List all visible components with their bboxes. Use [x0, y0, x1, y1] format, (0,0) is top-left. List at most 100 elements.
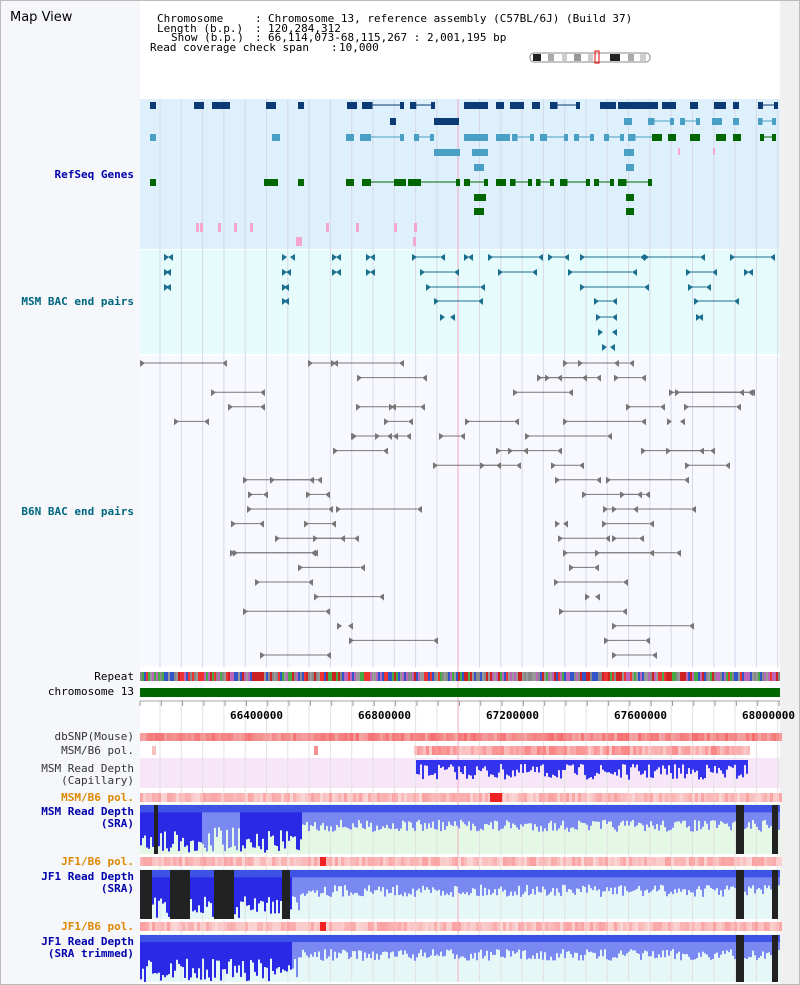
depth-bar: [326, 870, 328, 878]
pol-cell: [599, 922, 602, 931]
depth-bar: [456, 760, 458, 780]
pol-cell: [674, 857, 677, 866]
gene-exon: [410, 102, 417, 109]
dbsnp-cell: [311, 733, 314, 741]
track-label-msm-b6-pol-1[interactable]: MSM/B6 pol.: [61, 744, 134, 757]
track-label-dbsnp[interactable]: dbSNP(Mouse): [54, 730, 134, 743]
track-label-jf1-b6-pol-2[interactable]: JF1/B6 pol.: [61, 920, 134, 933]
depth-bar: [558, 935, 560, 958]
pol-cell: [191, 793, 194, 802]
pol-cell: [290, 793, 293, 802]
bac-end: [282, 254, 287, 261]
depth-bar: [594, 805, 596, 813]
track-label-refseq-genes[interactable]: RefSeq Genes: [54, 168, 134, 181]
depth-bar: [552, 870, 554, 888]
depth-bar: [190, 935, 192, 943]
track-label-b6n-bac[interactable]: B6N BAC end pairs: [21, 505, 134, 518]
bac-end: [607, 433, 612, 440]
dbsnp-cell: [491, 733, 494, 741]
gene-exon: [264, 179, 278, 186]
dbsnp-cell: [341, 733, 344, 741]
track-label-chromosome[interactable]: chromosome 13: [47, 685, 134, 698]
depth-bar: [328, 935, 330, 957]
bac-end: [652, 652, 657, 659]
track-label-msm-b6-pol-2[interactable]: MSM/B6 pol.: [61, 791, 134, 804]
pol-cell: [257, 857, 260, 866]
depth-bar: [318, 935, 320, 943]
pol-cell: [668, 857, 671, 866]
bac-end: [641, 418, 646, 426]
bac-end: [710, 447, 715, 455]
depth-bar: [166, 935, 168, 943]
depth-bar: [632, 760, 634, 765]
pol-cell: [422, 857, 425, 866]
pol-cell: [495, 746, 498, 755]
bac-end: [351, 433, 356, 440]
pol-cell: [714, 746, 717, 755]
repeat-segment: [244, 672, 246, 681]
gene-exon: [472, 149, 488, 156]
depth-bar: [726, 760, 728, 770]
pol-cell: [191, 922, 194, 931]
bac-end: [348, 622, 353, 630]
depth-bar: [668, 805, 670, 813]
repeat-segment: [640, 672, 642, 681]
pol-cell: [479, 922, 482, 931]
depth-bar: [420, 760, 422, 765]
depth-bar: [564, 805, 566, 813]
depth-bar: [600, 805, 602, 813]
depth-bar: [172, 935, 174, 978]
track-label-repeat[interactable]: Repeat: [94, 670, 134, 683]
track-label-jf1-b6-pol-1[interactable]: JF1/B6 pol.: [61, 855, 134, 868]
repeat-segment: [328, 672, 330, 681]
depth-bar: [500, 805, 502, 813]
depth-bar: [172, 805, 174, 813]
pol-cell: [167, 793, 170, 802]
depth-bar: [664, 870, 666, 878]
depth-bar: [262, 935, 264, 979]
depth-bar: [498, 935, 500, 950]
pol-cell: [578, 793, 581, 802]
track-label-msm-depth-sra[interactable]: MSM Read Depth: [41, 805, 134, 818]
pol-cell: [465, 746, 468, 755]
gene-exon: [362, 179, 371, 186]
repeat-segment: [370, 672, 372, 681]
depth-bar: [724, 805, 726, 813]
depth-bar: [446, 805, 448, 827]
depth-bar: [378, 805, 380, 830]
depth-bar: [610, 870, 612, 878]
depth-bar: [678, 935, 680, 943]
track-label-msm-bac[interactable]: MSM BAC end pairs: [21, 295, 134, 308]
track-label-jf1-depth-sra[interactable]: JF1 Read Depth: [41, 870, 134, 883]
track-label-msm-depth-cap[interactable]: MSM Read Depth: [41, 762, 134, 775]
depth-bar: [452, 805, 454, 813]
dbsnp-cell: [602, 733, 605, 741]
depth-bar: [708, 805, 710, 813]
pol-cell: [453, 746, 456, 755]
gene-exon: [398, 179, 406, 186]
bac-end: [331, 360, 336, 367]
depth-bar: [222, 805, 224, 813]
depth-bar: [660, 870, 662, 885]
pol-cell: [746, 793, 749, 802]
depth-bar: [224, 805, 226, 813]
ideogram-band: [628, 54, 634, 61]
depth-bar: [278, 870, 280, 914]
depth-bar: [262, 805, 264, 839]
depth-bar: [678, 935, 680, 952]
depth-bar: [440, 870, 442, 896]
dbsnp-cell: [284, 733, 287, 741]
depth-bar: [696, 935, 698, 943]
pol-cell: [447, 746, 450, 755]
depth-bar: [348, 805, 350, 813]
depth-bar: [734, 870, 736, 878]
depth-bar: [580, 870, 582, 878]
depth-bar: [552, 805, 554, 831]
depth-bar: [246, 805, 248, 840]
depth-bar: [236, 870, 238, 878]
track-label-jf1-depth-trim[interactable]: JF1 Read Depth: [41, 935, 134, 948]
depth-bar: [330, 935, 332, 943]
depth-bar: [522, 760, 524, 773]
pol-cell: [401, 793, 404, 802]
